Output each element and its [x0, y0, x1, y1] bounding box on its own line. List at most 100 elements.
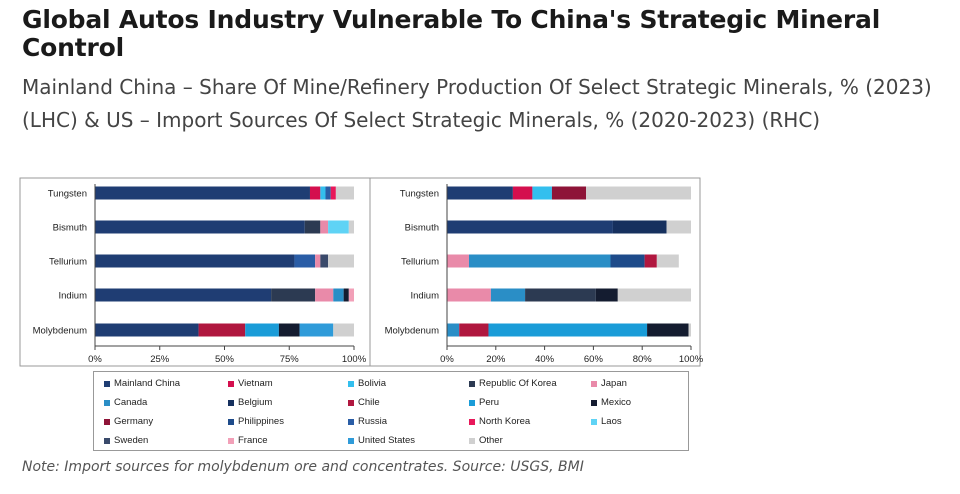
x-tick-label: 80% [633, 354, 653, 365]
legend-label: Republic Of Korea [479, 378, 557, 389]
bar-segment [309, 186, 321, 200]
chart-subtitle: Mainland China – Share Of Mine/Refinery … [22, 75, 932, 132]
bar-segment [330, 186, 336, 200]
bar-segment [551, 186, 587, 200]
legend-swatch [228, 418, 234, 425]
category-label: Tungsten [48, 189, 87, 200]
legend-swatch [591, 418, 597, 425]
legend-label: North Korea [479, 416, 531, 427]
bar-segment [447, 186, 513, 200]
category-label: Molybdenum [385, 326, 439, 337]
bar-segment [447, 220, 613, 234]
legend-swatch [591, 380, 597, 387]
bar-segment [304, 220, 321, 234]
source-note: Note: Import sources for molybdenum ore … [22, 459, 584, 475]
bar-segment [447, 288, 491, 302]
bar-segment [595, 288, 618, 302]
bar-segment [294, 254, 316, 268]
category-label: Bismuth [405, 223, 439, 234]
bar-segment [198, 323, 246, 337]
legend-label: Belgium [238, 397, 273, 408]
legend-swatch [591, 399, 597, 406]
chart-panel-lhc: Tungsten Bismuth Tellurium Indium Molybdenum… [19, 177, 371, 367]
x-tick-label: 60% [584, 354, 604, 365]
chart-legend: Mainland China Vietnam Bolivia Republic Of … [93, 371, 689, 451]
bar-segment [666, 220, 691, 234]
legend-item: Japan [591, 378, 627, 389]
legend-item: Mexico [591, 397, 631, 408]
bar-segment [95, 186, 310, 200]
legend-label: France [238, 435, 268, 446]
category-label: Tungsten [400, 189, 439, 200]
bar-segment [490, 288, 526, 302]
category-label: Indium [58, 291, 87, 302]
legend-label: Bolivia [358, 378, 386, 389]
legend-swatch [469, 437, 475, 444]
legend-label: Peru [479, 397, 500, 408]
legend-label: Other [479, 435, 503, 446]
chart-panel-rhc: Tungsten Bismuth Tellurium Indium Molybdenum… [369, 177, 704, 367]
bar-segment [512, 186, 533, 200]
legend-swatch [348, 418, 354, 425]
bar-segment [328, 220, 349, 234]
legend-item: Sweden [104, 435, 148, 446]
category-label: Indium [410, 291, 439, 302]
bar-segment [343, 288, 349, 302]
legend-swatch [348, 399, 354, 406]
legend-item: Bolivia [348, 378, 386, 389]
bar-segment [320, 220, 329, 234]
legend-label: Canada [114, 397, 148, 408]
bar-segment [617, 288, 691, 302]
bar-segment [95, 323, 199, 337]
bar-segment [447, 254, 469, 268]
legend-swatch [348, 380, 354, 387]
legend-item: Canada [104, 397, 147, 408]
bar-segment [328, 254, 354, 268]
x-tick-label: 25% [150, 354, 170, 365]
x-tick-label: 0% [88, 354, 102, 365]
bar-segment [612, 220, 667, 234]
legend-swatch [228, 437, 234, 444]
legend-label: Mainland China [114, 378, 181, 389]
bar-segment [95, 288, 272, 302]
bar-segment [348, 220, 354, 234]
legend-item: Other [469, 435, 503, 446]
x-tick-label: 100% [679, 354, 704, 365]
legend-label: Vietnam [238, 378, 273, 389]
bar-segment [610, 254, 645, 268]
legend-item: Chile [348, 397, 380, 408]
bar-segment [95, 254, 295, 268]
bar-segment [335, 186, 354, 200]
bar-segment [688, 323, 691, 337]
legend-item: Peru [469, 397, 499, 408]
legend-swatch [104, 399, 110, 406]
legend-swatch [228, 380, 234, 387]
bar-segment [348, 288, 354, 302]
x-tick-label: 0% [440, 354, 454, 365]
bar-segment [525, 288, 596, 302]
legend-swatch [104, 437, 110, 444]
bar-segment [271, 288, 316, 302]
legend-item: Germany [104, 416, 153, 427]
legend-swatch [104, 418, 110, 425]
x-tick-label: 50% [215, 354, 235, 365]
legend-swatch [104, 380, 110, 387]
bar-segment [315, 288, 334, 302]
category-label: Tellurium [49, 257, 87, 268]
legend-label: Mexico [601, 397, 632, 408]
bar-segment [278, 323, 300, 337]
x-tick-label: 100% [342, 354, 367, 365]
category-label: Bismuth [53, 223, 87, 234]
legend-label: United States [358, 435, 416, 446]
legend-label: Germany [114, 416, 154, 427]
bar-segment [95, 220, 305, 234]
legend-label: Sweden [114, 435, 149, 446]
x-tick-label: 40% [535, 354, 555, 365]
bar-segment [333, 323, 354, 337]
legend-label: Chile [358, 397, 380, 408]
bar-segment [532, 186, 552, 200]
bar-segment [488, 323, 648, 337]
legend-item: Republic Of Korea [469, 378, 557, 389]
bar-segment [245, 323, 279, 337]
